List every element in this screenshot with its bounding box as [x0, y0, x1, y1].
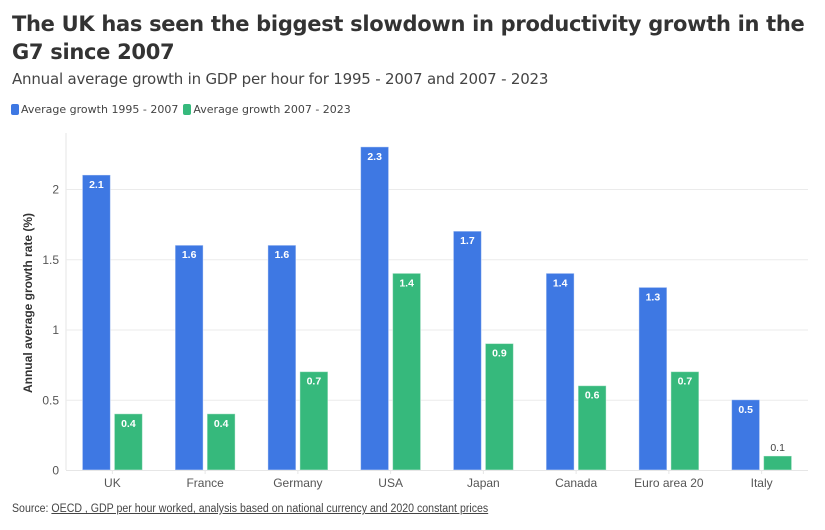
y-tick-label: 1.5: [42, 253, 59, 267]
bar-1995-2007[interactable]: [174, 244, 204, 471]
bar-1995-2007[interactable]: [267, 244, 297, 471]
data-label: 1.4: [553, 277, 568, 289]
data-label: 1.6: [275, 249, 290, 261]
x-tick-label: France: [186, 476, 224, 490]
legend: Average growth 1995 - 2007 Average growt…: [11, 103, 356, 116]
x-tick-label: Japan: [467, 476, 500, 490]
data-label: 1.4: [399, 277, 414, 289]
legend-item-2007-2023[interactable]: Average growth 2007 - 2023: [183, 103, 351, 116]
x-tick-label: USA: [378, 476, 403, 490]
legend-label: Average growth 1995 - 2007: [21, 103, 179, 116]
x-tick-label: Canada: [555, 476, 597, 490]
x-tick-label: Germany: [273, 476, 322, 490]
x-tick-label: UK: [104, 476, 121, 490]
data-label: 1.3: [646, 291, 661, 303]
data-label: 0.5: [738, 404, 753, 416]
x-axis: UK France Germany USA Japan Canada Euro area 2…: [66, 470, 808, 490]
bars: 2.1 0.4 1.6 0.4 1.6 0.7 2.3 1.4 1.7 0.9 1.4 0.6 1.3 0…: [81, 146, 793, 471]
source-link[interactable]: OECD , GDP per hour worked, analysis bas…: [51, 503, 489, 515]
y-tick-label: 0: [52, 464, 59, 478]
data-label: 0.4: [214, 418, 229, 430]
data-label: 1.7: [460, 235, 475, 247]
bar-2007-2023[interactable]: [392, 272, 422, 471]
bar-2007-2023[interactable]: [484, 343, 514, 471]
data-label: 0.6: [585, 390, 600, 402]
legend-swatch-green: [183, 104, 192, 115]
legend-label: Average growth 2007 - 2023: [193, 103, 351, 116]
data-label: 2.1: [89, 179, 104, 191]
data-label: 1.6: [182, 249, 197, 261]
bar-1995-2007[interactable]: [545, 272, 575, 471]
bar-2007-2023[interactable]: [670, 371, 700, 471]
legend-swatch-blue: [11, 104, 19, 115]
y-tick-label: 2: [52, 183, 59, 197]
bar-1995-2007[interactable]: [638, 286, 668, 471]
x-tick-label: Italy: [751, 476, 773, 490]
legend-item-1995-2007[interactable]: Average growth 1995 - 2007: [11, 103, 178, 116]
y-axis: 0 0.5 1 1.5 2: [42, 183, 59, 478]
data-label: 0.7: [307, 376, 322, 388]
bar-1995-2007[interactable]: [452, 230, 482, 471]
bar-1995-2007[interactable]: [81, 174, 111, 471]
bar-1995-2007[interactable]: [731, 399, 761, 471]
data-label: 0.4: [121, 418, 136, 430]
source-note: Source: OECD , GDP per hour worked, anal…: [12, 503, 488, 515]
x-tick-label: Euro area 20: [634, 476, 704, 490]
data-label: 0.7: [678, 376, 693, 388]
bar-2007-2023[interactable]: [763, 455, 793, 471]
data-label: 0.1: [770, 442, 785, 454]
source-prefix: Source:: [12, 503, 52, 515]
y-tick-label: 1: [52, 323, 59, 337]
y-tick-label: 0.5: [42, 393, 59, 407]
data-label: 0.9: [492, 348, 507, 360]
data-label: 2.3: [367, 151, 382, 163]
bar-1995-2007[interactable]: [360, 146, 390, 471]
y-axis-label: Annual average growth rate (%): [21, 213, 35, 393]
chart-title: The UK has seen the biggest slowdown in …: [12, 12, 805, 64]
chart-subtitle: Annual average growth in GDP per hour fo…: [12, 70, 549, 88]
